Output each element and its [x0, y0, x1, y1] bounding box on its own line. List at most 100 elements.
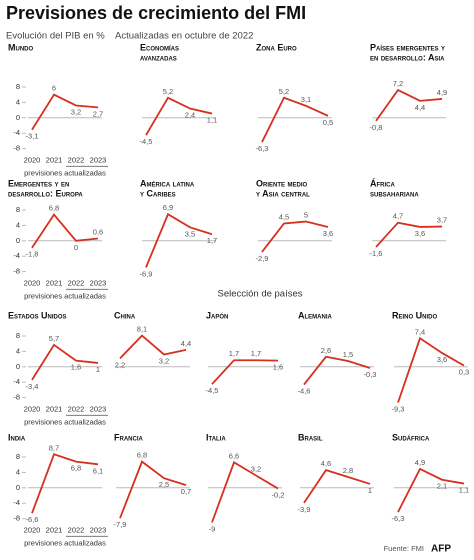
value-label: -2,9: [256, 254, 269, 263]
value-label: 2,4: [185, 111, 195, 120]
section-label: Selección de países: [217, 289, 302, 300]
value-label: 2,5: [159, 480, 169, 489]
value-label: 1,7: [229, 349, 239, 358]
line: [119, 460, 187, 519]
y-tick-label: 8: [16, 205, 20, 214]
value-label: 1,6: [71, 363, 81, 372]
value-label: -3,4: [26, 382, 39, 391]
value-label: 5: [304, 211, 308, 220]
value-label: -4,6: [298, 386, 311, 395]
panel-title: África: [370, 178, 395, 188]
panel-title: Sudáfrica: [392, 432, 430, 442]
y-tick-label: 0: [16, 113, 20, 122]
forecast-note: previsiones actualizadas: [24, 168, 106, 177]
forecast-note: previsiones actualizadas: [24, 538, 106, 547]
x-tick-label: 2021: [46, 155, 63, 164]
value-label: 4,6: [321, 459, 331, 468]
value-label: 3,6: [415, 229, 425, 238]
value-label: 8,1: [137, 325, 147, 334]
value-label: 6,8: [49, 204, 59, 213]
value-label: 0,3: [459, 368, 469, 377]
value-label: -6,9: [140, 269, 153, 278]
line: [31, 453, 99, 514]
value-label: 1,6: [273, 363, 283, 372]
value-label: 6: [52, 84, 56, 93]
y-tick-label: -8: [13, 514, 20, 523]
value-label: 3,2: [251, 464, 261, 473]
panel-title: Zona Euro: [256, 42, 297, 52]
value-label: 6,8: [71, 464, 81, 473]
value-label: 5,2: [163, 87, 173, 96]
line: [145, 96, 213, 136]
panel-title: desarrollo: Europa: [8, 188, 83, 198]
x-tick-label: 2023: [90, 525, 107, 534]
y-tick-label: 0: [16, 483, 20, 492]
y-tick-label: 0: [16, 236, 20, 245]
line: [145, 212, 213, 268]
x-tick-label: 2021: [46, 525, 63, 534]
value-label: -6,3: [392, 514, 405, 523]
y-tick-label: -4: [13, 498, 20, 507]
value-label: -1,6: [370, 249, 383, 258]
panel-title: avanzadas: [140, 52, 177, 62]
line: [119, 334, 187, 359]
y-tick-label: -4: [13, 128, 20, 137]
value-label: 4,9: [415, 458, 425, 467]
value-label: 6,6: [229, 451, 239, 460]
value-label: 4,4: [181, 339, 191, 348]
logo-box: [430, 542, 466, 556]
y-tick-label: 4: [16, 220, 20, 229]
page-title: Previsiones de crecimiento del FMI: [6, 3, 306, 23]
value-label: -0,8: [370, 123, 383, 132]
value-label: -6,3: [256, 144, 269, 153]
panel-title: y Asia central: [256, 188, 310, 198]
panel-title: India: [8, 432, 26, 442]
y-tick-label: 8: [16, 82, 20, 91]
x-tick-label: 2023: [90, 404, 107, 413]
y-tick-label: 4: [16, 346, 20, 355]
panel-title: Francia: [114, 432, 143, 442]
panel-title: en desarrollo: Asia: [370, 52, 445, 62]
value-label: 6,8: [137, 451, 147, 460]
panel-title: Estados Unidos: [8, 310, 67, 320]
line: [31, 213, 99, 249]
line: [375, 221, 443, 248]
panel-title: Mundo: [8, 42, 33, 52]
value-label: 8,7: [49, 443, 59, 452]
value-label: -0,3: [364, 370, 377, 379]
subtitle: Evolución del PIB en %: [6, 31, 105, 42]
y-tick-label: 8: [16, 331, 20, 340]
value-label: 3,5: [185, 229, 195, 238]
value-label: 4,9: [437, 88, 447, 97]
x-tick-label: 2021: [46, 278, 63, 287]
panel-title: y Caribes: [140, 188, 176, 198]
y-tick-label: 4: [16, 97, 20, 106]
value-label: 6,9: [163, 203, 173, 212]
value-label: 3,6: [323, 229, 333, 238]
value-label: -4,5: [206, 386, 219, 395]
line: [31, 343, 99, 381]
value-label: 3,2: [159, 356, 169, 365]
y-tick-label: 4: [16, 467, 20, 476]
value-label: 1,5: [343, 350, 353, 359]
value-label: 3,2: [71, 107, 81, 116]
line: [31, 93, 99, 131]
line: [211, 359, 279, 385]
x-tick-label: 2020: [24, 155, 41, 164]
line: [303, 355, 371, 386]
value-label: 3,6: [437, 355, 447, 364]
value-label: 4,7: [393, 212, 403, 221]
source: Fuente: FMI: [384, 544, 424, 553]
value-label: -3,1: [26, 132, 39, 141]
x-tick-label: 2023: [90, 278, 107, 287]
panel-title: Oriente medio: [256, 178, 308, 188]
value-label: -6,6: [26, 515, 39, 524]
value-label: 3,7: [437, 216, 447, 225]
panel-title: Japón: [206, 310, 228, 320]
panel-title: China: [114, 310, 136, 320]
value-label: 1,7: [207, 236, 217, 245]
value-label: 0,6: [93, 227, 103, 236]
panel-title: Alemania: [298, 310, 332, 320]
y-tick-label: -4: [13, 377, 20, 386]
value-label: 4,5: [279, 212, 289, 221]
